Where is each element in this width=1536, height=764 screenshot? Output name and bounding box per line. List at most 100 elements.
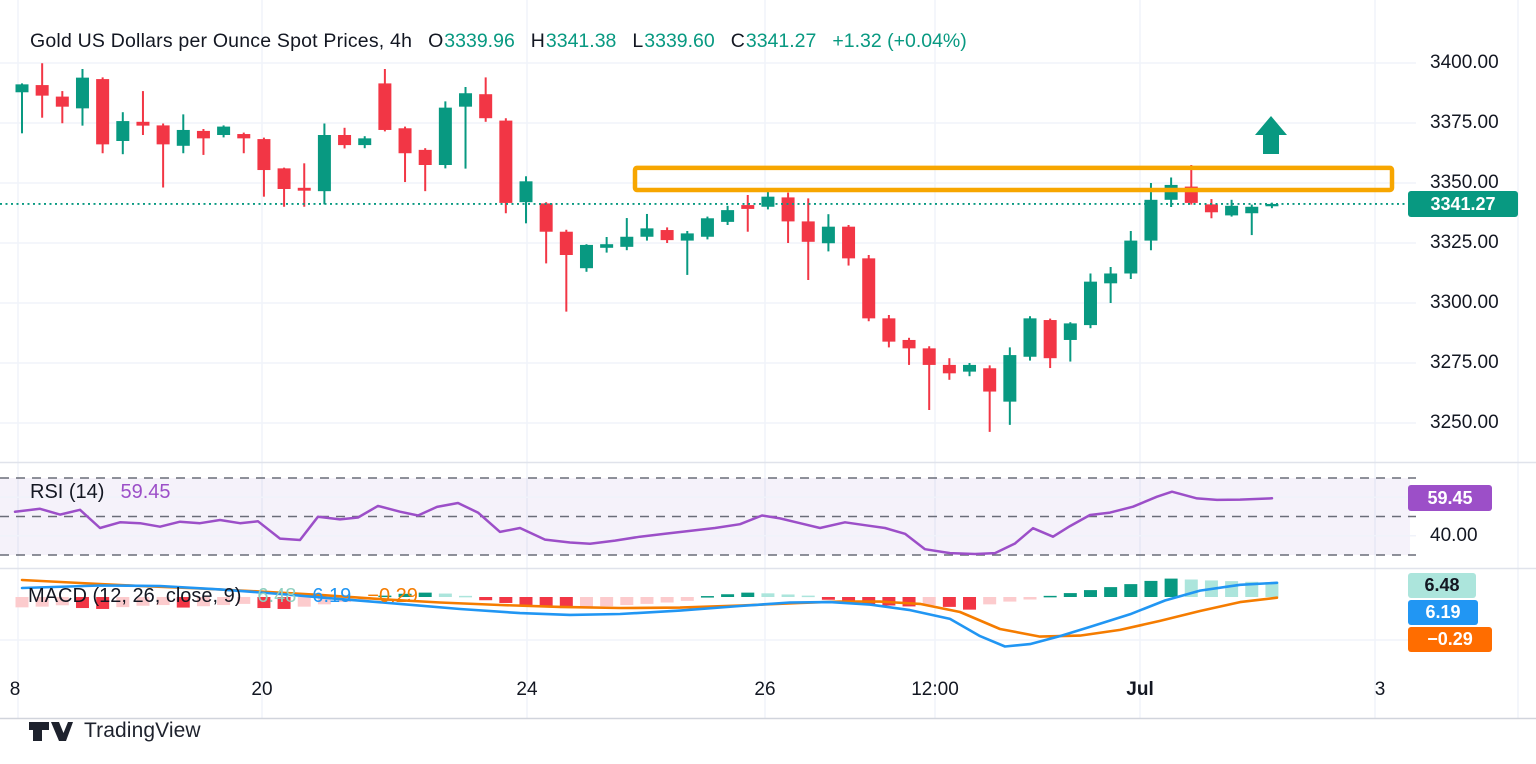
candle-body[interactable] <box>459 93 473 107</box>
candle-body[interactable] <box>761 196 775 207</box>
candle-body[interactable] <box>418 149 432 165</box>
candle-body[interactable] <box>922 348 936 365</box>
candle-body[interactable] <box>176 129 190 146</box>
candle-body[interactable] <box>378 83 392 130</box>
candle-body[interactable] <box>1023 318 1037 357</box>
rsi-pane-legend[interactable]: RSI (14) 59.45 <box>30 481 171 504</box>
candle-body[interactable] <box>821 226 835 244</box>
candle-body[interactable] <box>559 231 573 255</box>
macd-histogram-bar <box>1124 584 1138 597</box>
tradingview-logo[interactable]: TradingView <box>28 719 201 743</box>
macd-histogram-bar <box>217 597 231 606</box>
candle-body[interactable] <box>297 187 311 191</box>
candle-body[interactable] <box>1003 355 1017 402</box>
candle-body[interactable] <box>1245 206 1259 214</box>
macd-histogram-bar <box>1003 597 1017 602</box>
candle-body[interactable] <box>499 120 513 203</box>
candle-body[interactable] <box>640 228 654 237</box>
macd-signal-value: −0.29 <box>367 585 418 607</box>
macd-histogram-bar <box>942 597 956 607</box>
candle-body[interactable] <box>338 135 352 146</box>
candle-body[interactable] <box>257 139 271 171</box>
price-axis-label: 3300.00 <box>1430 292 1499 313</box>
candle-body[interactable] <box>600 244 614 248</box>
macd-histogram-bar <box>1265 582 1279 597</box>
macd-histogram-bar <box>398 593 412 597</box>
time-axis[interactable] <box>0 666 1400 718</box>
candle-body[interactable] <box>1144 199 1158 241</box>
candle-body[interactable] <box>963 364 977 372</box>
candle-body[interactable] <box>35 85 49 96</box>
candle-body[interactable] <box>96 79 110 145</box>
candle-body[interactable] <box>983 368 997 392</box>
macd-main-line <box>20 581 1279 648</box>
candle-body[interactable] <box>156 125 170 145</box>
supply-zone-box[interactable] <box>632 165 1395 193</box>
macd-histogram-bar <box>1043 595 1057 598</box>
macd-hist-value: 6.48 <box>257 585 297 607</box>
candle-body[interactable] <box>398 128 412 154</box>
chart-legend[interactable]: Gold US Dollars per Ounce Spot Prices, 4… <box>30 30 967 53</box>
macd-histogram-bar <box>761 593 775 597</box>
candle-body[interactable] <box>1083 281 1097 326</box>
price-axis-label: 3250.00 <box>1430 412 1499 433</box>
candle-body[interactable] <box>438 107 452 165</box>
macd-histogram-bar <box>741 592 755 597</box>
candle-body[interactable] <box>75 77 89 109</box>
candle-body[interactable] <box>862 258 876 319</box>
candle-body[interactable] <box>842 226 856 259</box>
brand-text: TradingView <box>84 719 201 742</box>
macd-histogram-bar <box>499 597 513 603</box>
candle-body[interactable] <box>942 364 956 374</box>
candle-body[interactable] <box>1104 273 1118 284</box>
candle-body[interactable] <box>15 84 29 93</box>
macd-line-badge: 6.19 <box>1408 600 1478 625</box>
macd-histogram-bar <box>459 595 473 598</box>
candle-body[interactable] <box>680 233 694 241</box>
candle-body[interactable] <box>358 138 372 146</box>
candle-body[interactable] <box>1204 204 1218 213</box>
candle-body[interactable] <box>196 130 210 139</box>
candle-body[interactable] <box>1043 320 1057 359</box>
candle-body[interactable] <box>902 339 916 349</box>
candle-body[interactable] <box>1225 205 1239 216</box>
candle-body[interactable] <box>882 318 896 342</box>
candle-body[interactable] <box>620 236 634 247</box>
candle-body[interactable] <box>1164 184 1178 200</box>
candle-body[interactable] <box>519 181 533 203</box>
candle-body[interactable] <box>801 221 815 242</box>
candle-body[interactable] <box>741 205 755 209</box>
candle-body[interactable] <box>317 135 331 192</box>
symbol-title: Gold US Dollars per Ounce Spot Prices, 4… <box>30 30 413 52</box>
macd-histogram-bar <box>116 597 130 608</box>
macd-histogram-bar <box>983 597 997 605</box>
up-arrow-annotation[interactable] <box>1255 116 1287 154</box>
candle-body[interactable] <box>217 126 231 135</box>
candle-body[interactable] <box>237 134 251 139</box>
candle-body[interactable] <box>781 197 795 222</box>
candle-body[interactable] <box>700 218 714 237</box>
candle-body[interactable] <box>579 244 593 269</box>
macd-histogram-bar <box>479 597 493 601</box>
candle-body[interactable] <box>136 121 150 126</box>
candle-body[interactable] <box>1124 240 1138 274</box>
candle-body[interactable] <box>479 94 493 119</box>
candle-body[interactable] <box>539 203 553 232</box>
candle-body[interactable] <box>1265 203 1279 207</box>
macd-histogram-bar <box>1063 593 1077 597</box>
macd-histogram-bar <box>1164 578 1178 597</box>
candle-body[interactable] <box>116 121 130 141</box>
rsi-value: 59.45 <box>120 481 171 503</box>
macd-histogram-bar <box>640 597 654 604</box>
macd-histogram-bar <box>922 597 936 606</box>
candle-body[interactable] <box>277 168 291 189</box>
candle-body[interactable] <box>1063 323 1077 340</box>
rsi-line <box>13 490 1274 556</box>
candle-body[interactable] <box>660 230 674 241</box>
candle-body[interactable] <box>55 96 69 107</box>
ohlc-close: C 3341.27 <box>730 30 817 52</box>
time-axis-label: 26 <box>754 679 776 700</box>
macd-pane-legend[interactable]: MACD (12, 26, close, 9) 6.48 6.19 −0.29 <box>28 585 418 608</box>
candle-body[interactable] <box>721 210 735 222</box>
